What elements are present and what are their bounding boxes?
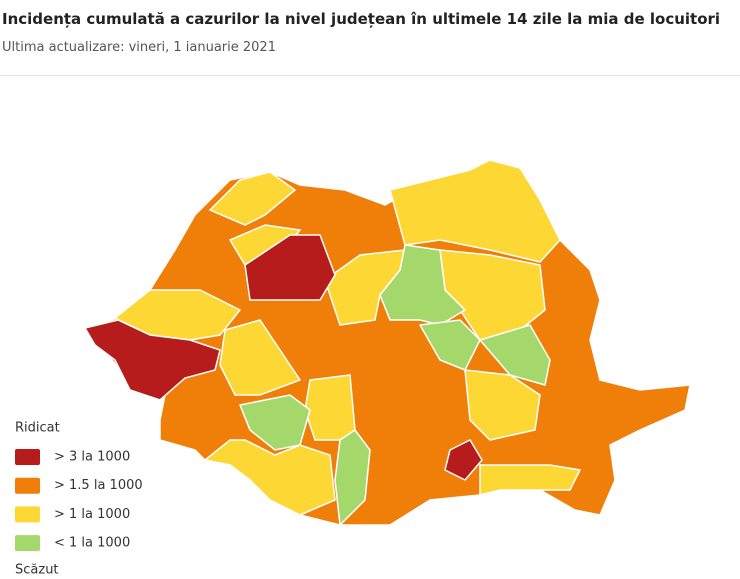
legend-swatch bbox=[15, 506, 40, 523]
county bbox=[389, 159, 561, 263]
county bbox=[83, 319, 221, 401]
legend-swatch bbox=[15, 535, 40, 552]
county bbox=[208, 171, 297, 226]
legend-label: > 1 la 1000 bbox=[54, 507, 130, 522]
county bbox=[479, 464, 582, 496]
county bbox=[219, 319, 302, 396]
county bbox=[418, 319, 481, 371]
county bbox=[334, 428, 371, 527]
legend-swatch bbox=[15, 449, 40, 465]
legend-label: < 1 la 1000 bbox=[54, 536, 130, 551]
legend-bottom-label: Scăzut bbox=[15, 563, 59, 578]
subtitle: Ultima actualizare: vineri, 1 ianuarie 2… bbox=[2, 40, 276, 55]
divider bbox=[0, 75, 740, 76]
legend-swatch bbox=[15, 477, 40, 494]
title: Incidența cumulată a cazurilor la nivel … bbox=[2, 10, 721, 28]
county bbox=[304, 374, 356, 441]
legend-top-label: Ridicat bbox=[15, 421, 60, 436]
legend-label: > 1.5 la 1000 bbox=[54, 478, 143, 493]
county bbox=[203, 439, 336, 516]
county bbox=[244, 234, 336, 301]
county bbox=[444, 439, 483, 481]
legend-label: > 3 la 1000 bbox=[54, 450, 130, 465]
county bbox=[238, 394, 311, 451]
county bbox=[379, 244, 467, 326]
county bbox=[478, 324, 551, 386]
